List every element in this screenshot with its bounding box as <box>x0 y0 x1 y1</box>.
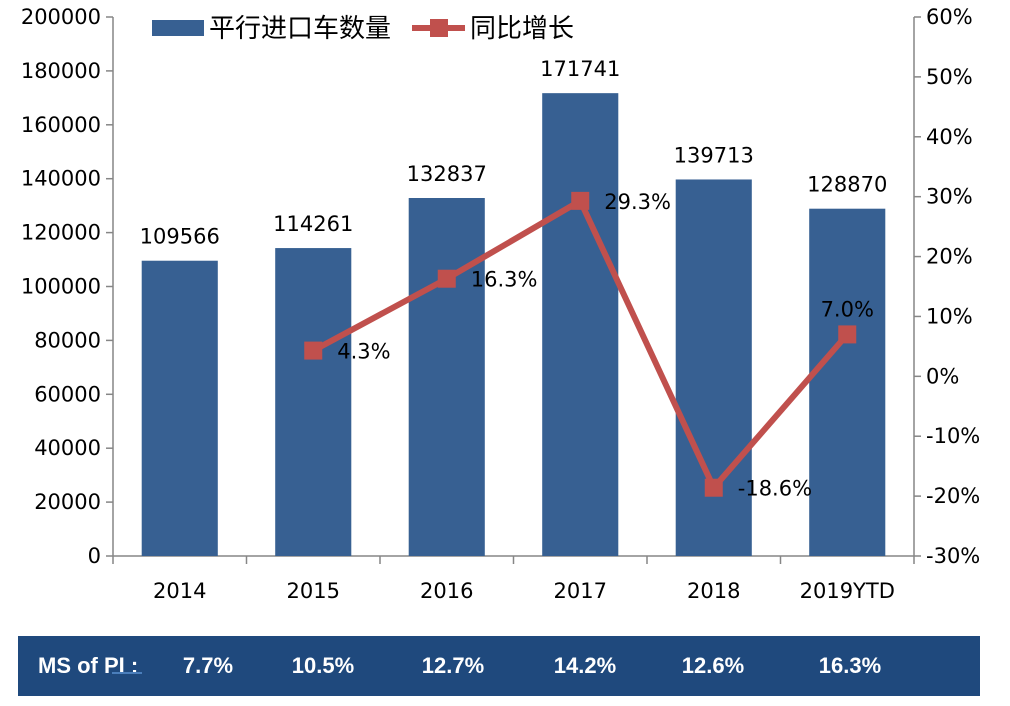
x-tick-label: 2015 <box>287 579 340 603</box>
bar-data-label: 171741 <box>540 57 620 81</box>
line-marker <box>704 478 723 497</box>
bar-data-label: 132837 <box>407 162 487 186</box>
bar <box>408 198 485 557</box>
legend-line-marker <box>430 19 448 37</box>
left-tick-label: 140000 <box>21 167 101 191</box>
right-tick-label: -20% <box>926 484 980 508</box>
x-tick-label: 2018 <box>687 579 740 603</box>
line-data-label: 7.0% <box>821 297 874 321</box>
right-tick-label: -30% <box>926 544 980 568</box>
market-share-value: 7.7% <box>182 653 234 678</box>
line-marker <box>304 341 323 360</box>
left-tick-label: 40000 <box>34 436 101 460</box>
bar <box>141 260 218 556</box>
line-data-label: -18.6% <box>738 477 812 501</box>
right-tick-label: 20% <box>926 245 973 269</box>
left-tick-label: 0 <box>88 544 101 568</box>
left-tick-label: 60000 <box>34 382 101 406</box>
bar-data-label: 128870 <box>807 173 887 197</box>
x-tick-label: 2014 <box>153 579 206 603</box>
line-marker <box>838 325 857 344</box>
right-tick-label: 40% <box>926 125 973 149</box>
left-tick-label: 20000 <box>34 490 101 514</box>
market-share-value: 12.7% <box>421 653 485 678</box>
bar-data-label: 139713 <box>674 143 754 167</box>
market-share-value: 10.5% <box>291 653 355 678</box>
left-tick-label: 180000 <box>21 59 101 83</box>
right-tick-label: 30% <box>926 185 973 209</box>
bar-series: 109566 114261 132837 171741 139713 128870 <box>140 57 887 557</box>
bar <box>275 248 352 557</box>
legend: 平行进口车数量 同比增长 <box>152 14 574 44</box>
legend-bar-swatch <box>152 20 204 36</box>
line-series: 4.3% 16.3% 29.3% -18.6% 7.0% <box>304 190 874 501</box>
x-axis: 2014 2015 2016 2017 2018 2019YTD <box>112 555 915 603</box>
x-tick-label: 2019YTD <box>800 579 895 603</box>
right-tick-label: -10% <box>926 424 980 448</box>
left-tick-label: 200000 <box>21 5 101 29</box>
bar <box>542 93 619 556</box>
market-share-label: MS of PI : <box>38 653 139 678</box>
legend-line-label: 同比增长 <box>470 14 574 44</box>
market-share-value: 12.6% <box>681 653 745 678</box>
legend-bar-label: 平行进口车数量 <box>209 14 391 44</box>
chart: 0 20000 40000 60000 80000 100000 120000 140000 1… <box>21 5 980 603</box>
bar-data-label: 109566 <box>140 225 220 249</box>
line-data-label: 16.3% <box>471 268 538 292</box>
line-data-label: 29.3% <box>604 190 671 214</box>
market-share-band: MS of PI : 7.7% 10.5% 12.7% 14.2% 12.6% … <box>18 636 980 696</box>
market-share-value: 16.3% <box>818 653 882 678</box>
right-tick-label: 60% <box>926 5 973 29</box>
left-tick-label: 120000 <box>21 221 101 245</box>
bar <box>809 208 886 556</box>
line-marker <box>571 191 590 210</box>
x-tick-label: 2017 <box>554 579 607 603</box>
market-share-value: 14.2% <box>553 653 617 678</box>
bar-data-label: 114261 <box>273 212 353 236</box>
left-y-axis: 0 20000 40000 60000 80000 100000 120000 140000 1… <box>21 5 114 568</box>
left-tick-label: 160000 <box>21 113 101 137</box>
line-marker <box>437 269 456 288</box>
left-tick-label: 100000 <box>21 275 101 299</box>
line-data-label: 4.3% <box>337 340 390 364</box>
x-tick-label: 2016 <box>420 579 473 603</box>
right-y-axis: -30% -20% -10% 0% 10% 20% 30% 40% 50% 60% <box>913 5 980 568</box>
left-tick-label: 80000 <box>34 328 101 352</box>
right-tick-label: 50% <box>926 65 973 89</box>
right-tick-label: 0% <box>926 364 959 388</box>
spellcheck-underline <box>112 672 142 674</box>
right-tick-label: 10% <box>926 304 973 328</box>
